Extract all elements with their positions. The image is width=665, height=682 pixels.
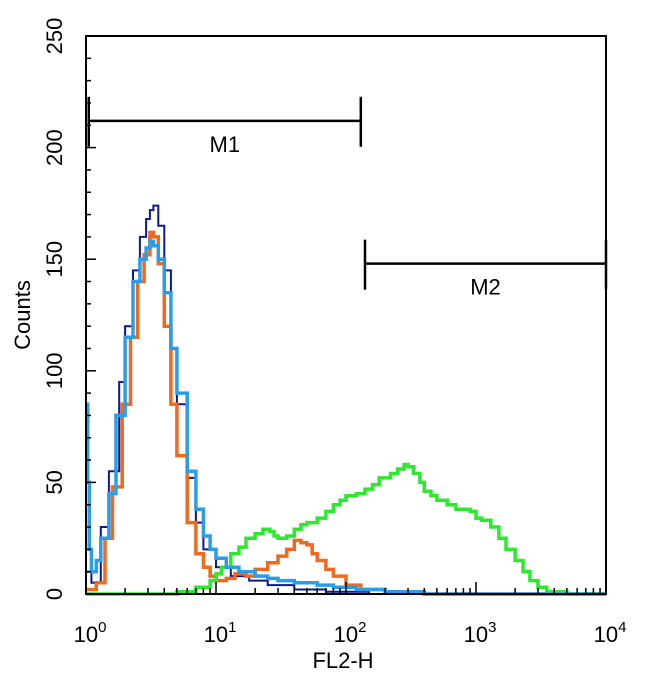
x-tick-label: 104 — [594, 619, 627, 647]
x-axis-title: FL2-H — [312, 648, 373, 673]
ticks-layer: 0 50 100 150 200 250 100 101 102 103 104 — [42, 18, 626, 647]
markers-layer: M1 M2 — [87, 96, 608, 300]
marker-label: M1 — [210, 132, 241, 157]
y-tick-label: 100 — [42, 352, 67, 389]
y-tick-label: 150 — [42, 241, 67, 278]
y-axis-title: Counts — [10, 280, 35, 350]
y-tick-label: 200 — [42, 129, 67, 166]
series-layer — [85, 204, 606, 596]
y-tick-label: 50 — [42, 470, 67, 494]
x-tick-label: 100 — [74, 619, 107, 647]
marker-label: M2 — [470, 275, 501, 300]
x-tick-label: 103 — [464, 619, 497, 647]
series-light-blue — [85, 239, 606, 596]
x-tick-label: 101 — [204, 619, 237, 647]
series-navy — [86, 204, 606, 595]
y-tick-label: 0 — [42, 588, 67, 600]
series-green — [86, 462, 606, 596]
y-tick-label: 250 — [42, 18, 67, 55]
x-tick-label: 102 — [334, 619, 367, 647]
marker-m1: M1 — [87, 96, 363, 157]
marker-m2: M2 — [363, 239, 608, 300]
